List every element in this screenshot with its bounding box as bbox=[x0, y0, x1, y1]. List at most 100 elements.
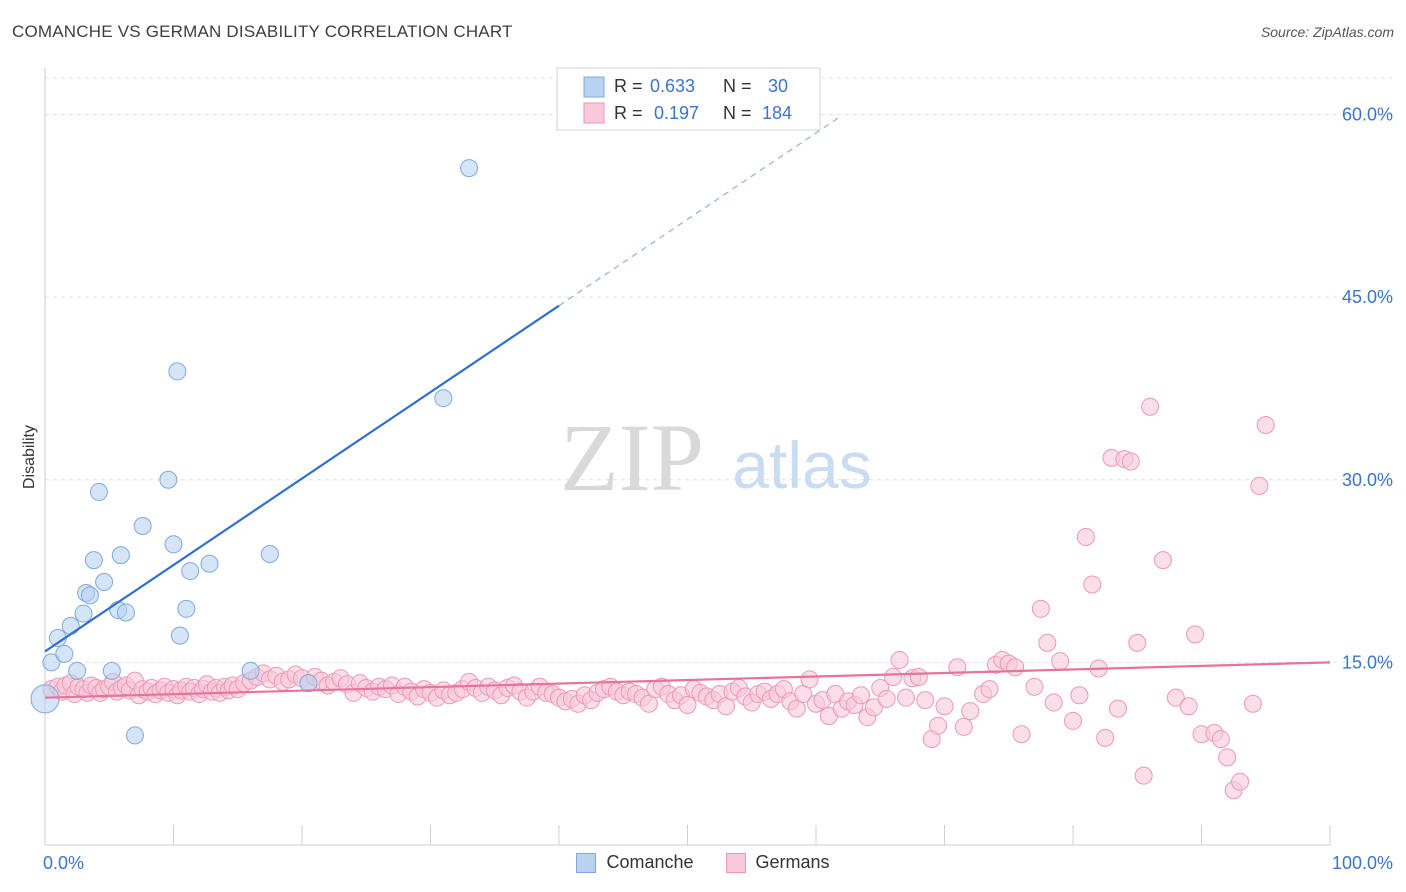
data-point-comanche bbox=[159, 470, 178, 489]
legend-r-label-comanche: R = bbox=[614, 76, 643, 96]
data-point-comanche bbox=[111, 546, 130, 565]
legend-n-value-comanche: 30 bbox=[768, 76, 788, 96]
data-point-germans bbox=[980, 680, 999, 699]
data-point-germans bbox=[929, 716, 948, 735]
data-point-comanche bbox=[299, 674, 318, 693]
data-point-germans bbox=[1243, 694, 1262, 713]
x-tick-label-right: 100.0% bbox=[1332, 853, 1393, 873]
data-point-germans bbox=[1141, 397, 1160, 416]
legend-r-value-germans: 0.197 bbox=[654, 103, 699, 123]
data-point-germans bbox=[1006, 658, 1025, 677]
data-point-germans bbox=[1070, 686, 1089, 705]
data-point-comanche bbox=[164, 535, 183, 554]
data-point-germans bbox=[1250, 476, 1269, 495]
trend-line-comanche bbox=[44, 304, 560, 653]
data-point-germans bbox=[909, 667, 928, 686]
data-point-germans bbox=[1128, 633, 1147, 652]
data-point-germans bbox=[1012, 725, 1031, 744]
data-point-comanche bbox=[102, 661, 121, 680]
data-point-germans bbox=[1038, 633, 1057, 652]
data-point-comanche bbox=[133, 517, 152, 536]
legend-n-label-comanche: N = bbox=[723, 76, 752, 96]
legend-n-value-germans: 184 bbox=[762, 103, 792, 123]
data-point-germans bbox=[1076, 527, 1095, 546]
data-point-germans bbox=[1218, 748, 1237, 767]
data-point-germans bbox=[1179, 697, 1198, 716]
axes bbox=[44, 68, 1331, 846]
data-point-germans bbox=[1083, 575, 1102, 594]
legend-swatch-comanche-bottom bbox=[576, 852, 597, 873]
watermark-zip: ZIP bbox=[560, 404, 704, 511]
data-point-comanche bbox=[74, 604, 93, 623]
y-tick-label: 15.0% bbox=[1342, 652, 1393, 672]
data-point-germans bbox=[1121, 452, 1140, 471]
data-point-comanche bbox=[177, 599, 196, 618]
data-point-comanche bbox=[460, 159, 479, 178]
data-point-germans bbox=[1153, 551, 1172, 570]
data-point-comanche bbox=[55, 644, 74, 663]
grid-lines bbox=[45, 77, 1392, 663]
trend-line-germans bbox=[44, 661, 1331, 699]
data-point-germans bbox=[1256, 415, 1275, 434]
y-tick-label: 60.0% bbox=[1342, 105, 1393, 125]
data-point-germans bbox=[1108, 699, 1127, 718]
y-tick-label: 30.0% bbox=[1342, 470, 1393, 490]
data-point-comanche bbox=[200, 554, 219, 573]
data-point-comanche bbox=[125, 726, 144, 745]
data-point-germans bbox=[916, 691, 935, 710]
legend-stats: R = 0.633 N = 30 R = 0.197 N = 184 bbox=[556, 67, 821, 131]
data-point-comanche bbox=[89, 482, 108, 501]
data-point-comanche bbox=[260, 545, 279, 564]
data-point-germans bbox=[1186, 625, 1205, 644]
data-point-germans bbox=[800, 670, 819, 689]
data-point-comanche bbox=[434, 389, 453, 408]
data-point-comanche bbox=[30, 684, 60, 714]
data-point-comanche bbox=[116, 603, 135, 622]
legend-r-value-comanche: 0.633 bbox=[650, 76, 695, 96]
data-point-germans bbox=[877, 689, 896, 708]
data-point-germans bbox=[884, 667, 903, 686]
data-point-germans bbox=[896, 688, 915, 707]
trend-extension-comanche bbox=[558, 115, 843, 307]
source-credit: Source: ZipAtlas.com bbox=[1260, 24, 1394, 40]
legend-swatch-germans-bottom bbox=[725, 852, 746, 873]
data-point-germans bbox=[954, 717, 973, 736]
data-point-germans bbox=[851, 686, 870, 705]
data-point-comanche bbox=[61, 616, 80, 635]
data-point-germans bbox=[864, 698, 883, 717]
data-point-germans bbox=[1096, 728, 1115, 747]
data-point-comanche bbox=[181, 562, 200, 581]
chart-title: COMANCHE VS GERMAN DISABILITY CORRELATIO… bbox=[12, 22, 513, 41]
watermark-atlas: atlas bbox=[732, 428, 871, 502]
legend-label-comanche: Comanche bbox=[606, 852, 694, 872]
data-point-comanche bbox=[168, 362, 187, 381]
data-point-germans bbox=[1044, 693, 1063, 712]
legend-n-label-germans: N = bbox=[723, 103, 752, 123]
data-point-germans bbox=[1031, 599, 1050, 618]
data-point-germans bbox=[1025, 677, 1044, 696]
legend-r-label-germans: R = bbox=[614, 103, 643, 123]
data-point-comanche bbox=[95, 573, 114, 592]
y-axis-label: Disability bbox=[21, 425, 38, 489]
y-tick-label: 45.0% bbox=[1342, 287, 1393, 307]
data-point-germans bbox=[890, 650, 909, 669]
data-point-germans bbox=[935, 697, 954, 716]
data-point-comanche bbox=[80, 586, 99, 605]
data-point-germans bbox=[1064, 711, 1082, 730]
data-point-comanche bbox=[68, 661, 87, 680]
legend-series: Comanche Germans bbox=[0, 852, 1406, 873]
data-point-germans bbox=[1051, 652, 1070, 671]
data-point-germans bbox=[961, 702, 980, 721]
legend-swatch-comanche bbox=[583, 76, 605, 98]
x-tick-label-left: 0.0% bbox=[43, 853, 84, 873]
data-point-germans bbox=[1134, 766, 1153, 785]
legend-swatch-germans bbox=[583, 102, 605, 124]
legend-item-comanche: Comanche bbox=[576, 852, 694, 873]
data-point-germans bbox=[1166, 688, 1185, 707]
data-point-germans bbox=[1211, 730, 1230, 749]
legend-item-germans: Germans bbox=[725, 852, 830, 873]
data-point-comanche bbox=[42, 653, 61, 672]
data-point-comanche bbox=[84, 551, 103, 570]
data-point-germans bbox=[1231, 772, 1250, 791]
